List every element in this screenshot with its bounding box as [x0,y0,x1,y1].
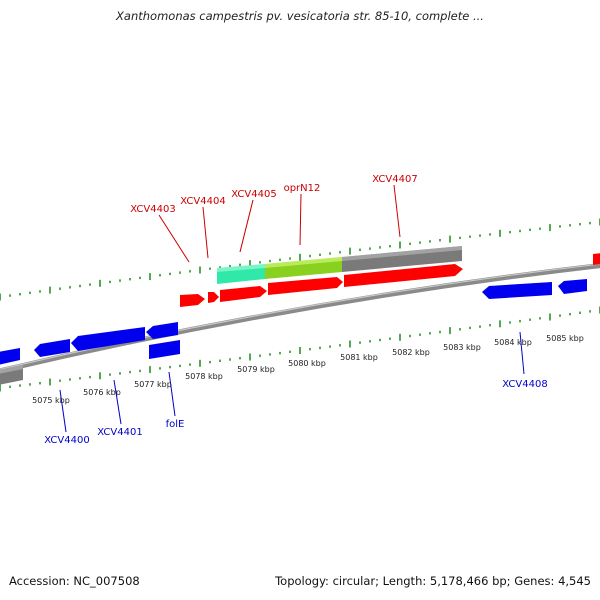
forward-gene-xcv4404[interactable] [208,292,219,303]
genome-stats-text: Topology: circular; Length: 5,178,466 bp… [275,574,591,588]
gene-label-xcv4400[interactable]: XCV4400 [44,435,89,446]
gene-label-xcv4408[interactable]: XCV4408 [502,379,547,390]
inner-tick-track [0,306,600,392]
reverse-gene-labels: XCV4400 XCV4401 folE XCV4408 [44,379,547,446]
backbone-track [0,263,600,374]
forward-gene-track [180,253,600,307]
forward-gene-labels: XCV4403 XCV4404 XCV4405 oprN12 XCV4407 [130,174,417,215]
forward-gene-oprn12[interactable] [268,277,343,295]
reverse-gene-xcv4408[interactable] [482,282,552,299]
reverse-gene-fole[interactable] [149,340,180,359]
forward-gene-xcv4403[interactable] [180,294,205,307]
feature-bar-left[interactable] [0,365,23,385]
map-title: Xanthomonas campestris pv. vesicatoria s… [116,9,484,23]
gene-label-xcv4405[interactable]: XCV4405 [231,189,276,200]
reverse-gene-right[interactable] [558,279,587,294]
ruler-label: 5080 kbp [288,359,326,368]
reverse-gene-fole-upper[interactable] [146,322,178,339]
reverse-gene-left-edge[interactable] [0,348,20,365]
reverse-gene-xcv4401[interactable] [71,327,145,351]
ruler-label: 5084 kbp [494,338,532,347]
forward-gene-xcv4407[interactable] [344,264,463,287]
ruler-label: 5082 kbp [392,348,430,357]
gene-label-xcv4401[interactable]: XCV4401 [97,427,142,438]
accession-text: Accession: NC_007508 [9,574,140,588]
ruler-label: 5076 kbp [83,388,121,397]
gene-label-xcv4403[interactable]: XCV4403 [130,204,175,215]
ruler-label: 5085 kbp [546,334,584,343]
outer-tick-track [0,218,600,301]
ruler-label: 5078 kbp [185,372,223,381]
gene-label-xcv4407[interactable]: XCV4407 [372,174,417,185]
forward-gene-xcv4405[interactable] [220,286,267,302]
reverse-gene-xcv4400[interactable] [34,339,70,357]
gene-label-fole[interactable]: folE [166,419,185,430]
gene-label-oprn12[interactable]: oprN12 [284,183,321,194]
ruler-label: 5075 kbp [32,396,70,405]
forward-gene-right-edge[interactable] [593,253,600,265]
label-leader-lines [59,184,525,433]
ruler-labels: 5075 kbp 5076 kbp 5077 kbp 5078 kbp 5079… [32,334,584,405]
gene-label-xcv4404[interactable]: XCV4404 [180,196,225,207]
feature-bar[interactable] [217,246,462,284]
ruler-label: 5083 kbp [443,343,481,352]
reverse-gene-track [0,279,587,365]
backbone-line [0,263,600,374]
ruler-label: 5081 kbp [340,353,378,362]
ruler-label: 5079 kbp [237,365,275,374]
ruler-label: 5077 kbp [134,380,172,389]
